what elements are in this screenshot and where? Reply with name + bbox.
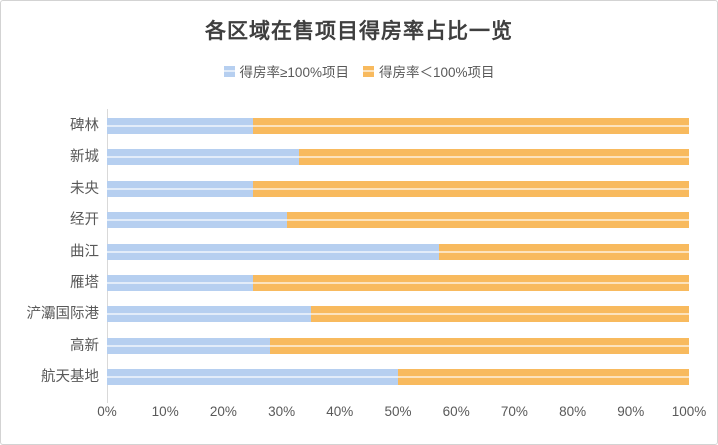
chart-row: 未央 xyxy=(1,174,717,205)
bar-track xyxy=(107,180,689,197)
bar-track xyxy=(107,149,689,166)
x-axis-tick-label: 60% xyxy=(442,404,470,419)
x-axis: 0% 10% 20% 30% 40% 50% 60% 70% 80% 90% 100% xyxy=(1,404,717,424)
bar-segment-lt100 xyxy=(252,118,689,134)
bar-track xyxy=(107,243,690,260)
bar-track xyxy=(107,212,689,229)
x-axis-tick-label: 40% xyxy=(326,404,354,419)
category-label: 高新 xyxy=(70,337,99,354)
chart-row: 浐灞国际港 xyxy=(1,299,717,330)
bar-segment-ge100 xyxy=(107,274,253,291)
x-axis-tick-label: 90% xyxy=(617,404,645,419)
chart-row: 经开 xyxy=(1,205,717,236)
bar-segment-lt100 xyxy=(252,180,689,197)
legend-item: 得房率＜100%项目 xyxy=(362,61,495,81)
plot-area: 碑林新城未央经开曲江雁塔浐灞国际港高新航天基地 xyxy=(1,111,717,394)
bar-track xyxy=(107,118,689,134)
x-axis-tick-label: 10% xyxy=(151,404,179,419)
x-axis-tick-label: 80% xyxy=(559,404,587,419)
chart-row: 雁塔 xyxy=(1,268,717,299)
legend-item: 得房率≥100%项目 xyxy=(223,61,349,81)
bar-track xyxy=(107,369,689,386)
x-axis-tick-label: 30% xyxy=(268,404,296,419)
legend-swatch-icon xyxy=(362,65,374,77)
bar-segment-lt100 xyxy=(252,274,689,291)
bar-segment-ge100 xyxy=(107,118,253,134)
category-label: 经开 xyxy=(70,212,99,229)
bar-track xyxy=(107,306,690,323)
x-axis-tick-label: 50% xyxy=(384,404,412,419)
x-axis-tick-label: 100% xyxy=(671,404,707,419)
chart-row: 新城 xyxy=(1,142,717,173)
bar-segment-ge100 xyxy=(107,306,311,323)
chart-row: 曲江 xyxy=(1,237,717,268)
x-axis-tick-label: 70% xyxy=(500,404,528,419)
chart-row: 高新 xyxy=(1,331,717,362)
legend-swatch-icon xyxy=(223,65,235,77)
chart-row: 碑林 xyxy=(1,111,717,142)
legend-label: 得房率≥100%项目 xyxy=(239,65,349,80)
chart-title: 各区域在售项目得房率占比一览 xyxy=(205,20,513,43)
bar-segment-ge100 xyxy=(107,212,288,229)
bar-segment-lt100 xyxy=(269,337,690,354)
category-label: 雁塔 xyxy=(70,274,99,291)
bar-segment-lt100 xyxy=(287,212,689,229)
bar-segment-lt100 xyxy=(299,149,689,166)
chart-legend: 得房率≥100%项目 得房率＜100%项目 xyxy=(1,61,717,81)
x-axis-tick-label: 0% xyxy=(97,404,117,419)
bar-segment-ge100 xyxy=(107,149,300,166)
category-label: 新城 xyxy=(70,149,99,166)
bar-track xyxy=(107,337,690,354)
category-label: 碑林 xyxy=(70,118,99,134)
bar-segment-lt100 xyxy=(398,369,689,386)
legend-label: 得房率＜100%项目 xyxy=(378,65,495,80)
x-axis-tick-label: 20% xyxy=(209,404,237,419)
chart-row: 航天基地 xyxy=(1,362,717,393)
bar-segment-ge100 xyxy=(107,180,253,197)
bar-segment-ge100 xyxy=(107,369,398,386)
bar-segment-lt100 xyxy=(310,306,690,323)
bar-segment-ge100 xyxy=(107,337,270,354)
category-label: 航天基地 xyxy=(41,369,99,386)
bar-segment-lt100 xyxy=(438,243,690,260)
bar-segment-ge100 xyxy=(107,243,439,260)
bar-track xyxy=(107,274,689,291)
category-label: 浐灞国际港 xyxy=(26,306,100,323)
category-label: 未央 xyxy=(70,180,99,197)
category-label: 曲江 xyxy=(70,243,99,260)
